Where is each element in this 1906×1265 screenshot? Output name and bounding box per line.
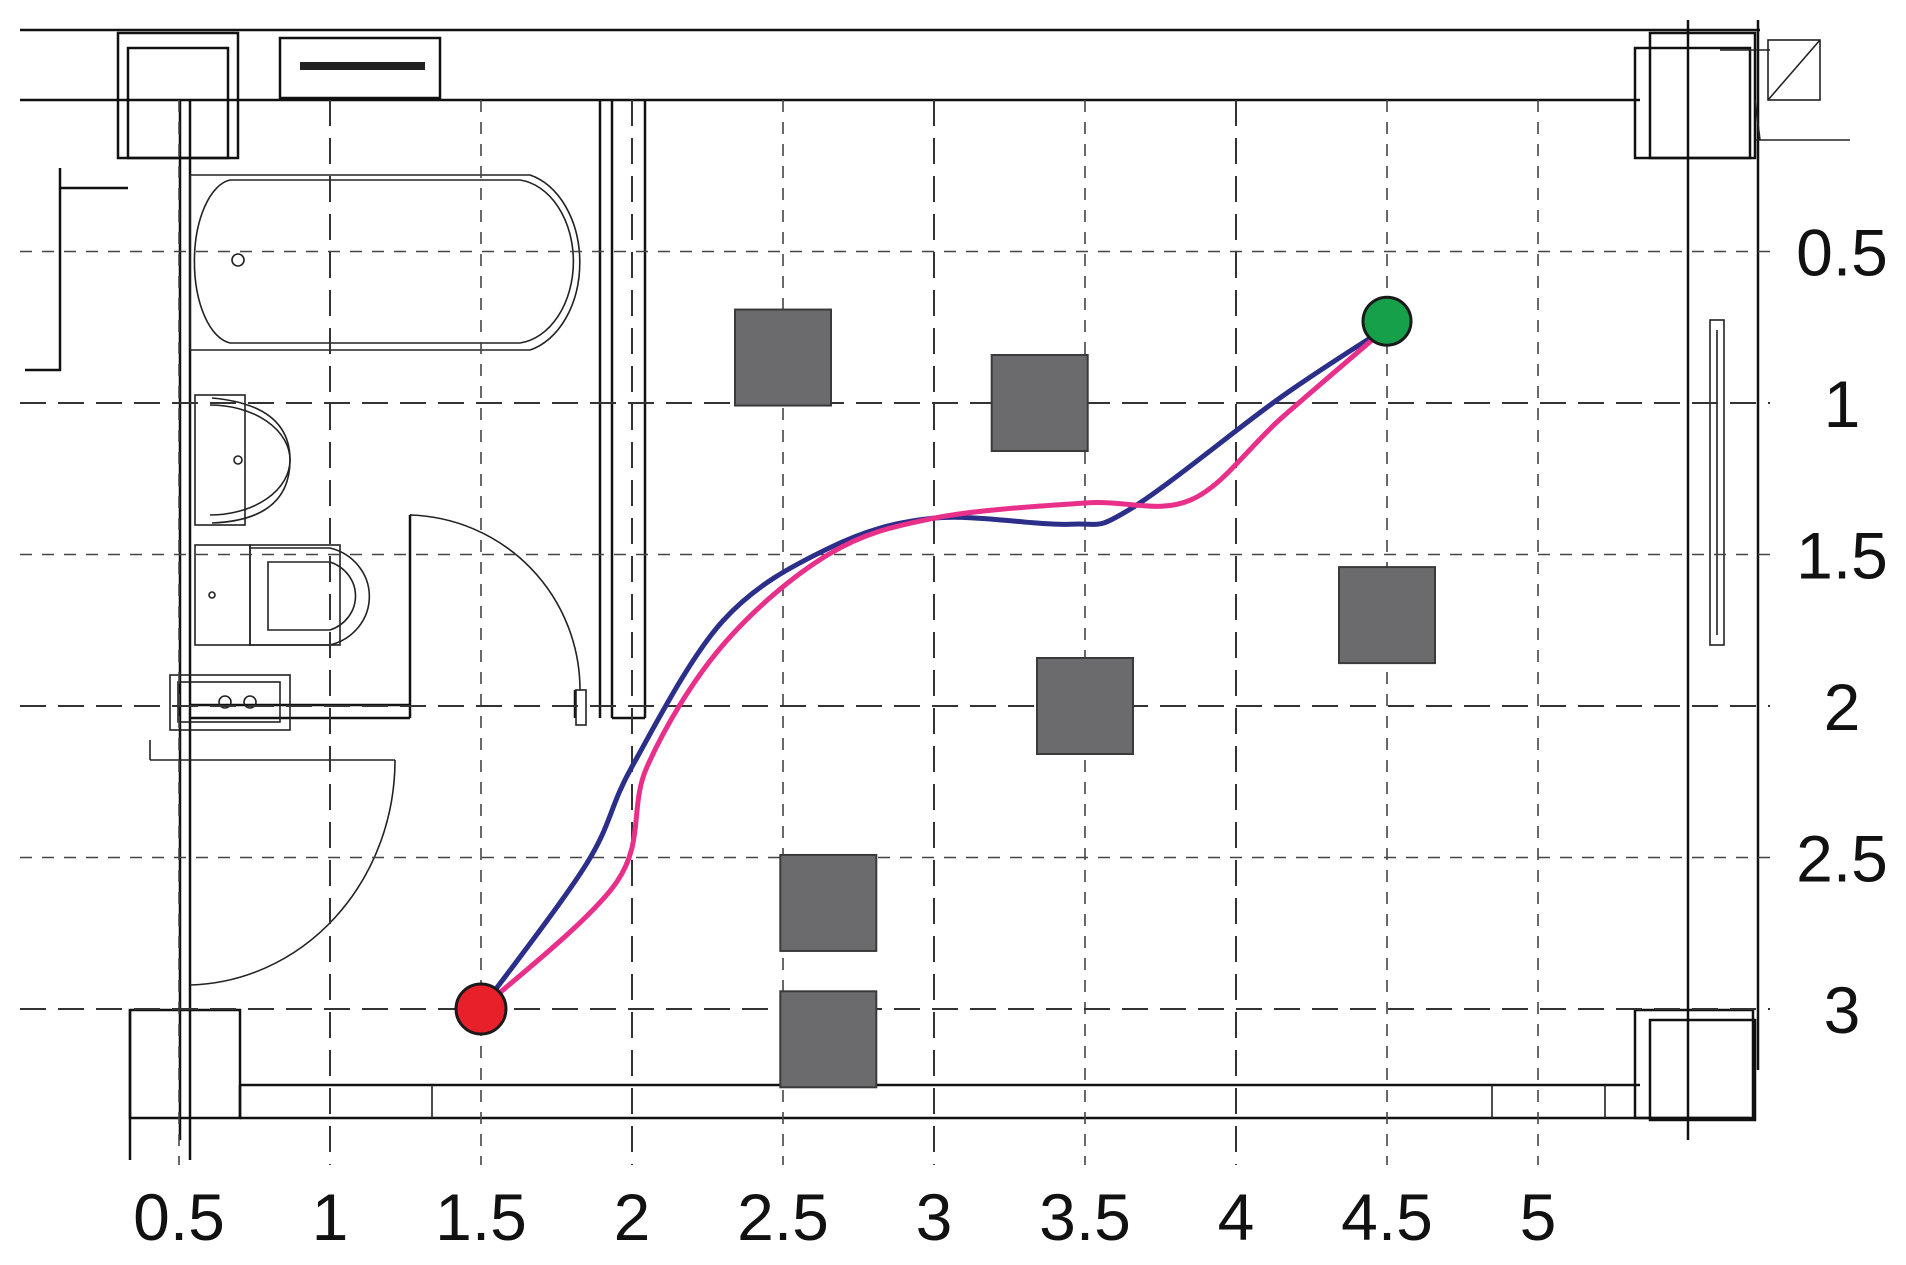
obstacle-block	[779, 990, 878, 1089]
y-tick-label: 1	[1824, 367, 1861, 441]
obstacle-block	[779, 853, 878, 952]
x-tick-label: 2.5	[737, 1180, 829, 1254]
floor-plan-walls	[20, 20, 1850, 1160]
y-tick-label: 3	[1824, 973, 1861, 1047]
obstacle-block	[734, 308, 832, 407]
x-tick-label: 3.5	[1039, 1180, 1131, 1254]
x-tick-label: 4	[1218, 1180, 1255, 1254]
start-point-marker	[454, 982, 508, 1036]
x-tick-label: 3	[916, 1180, 953, 1254]
trajectory-pink	[478, 324, 1390, 1012]
y-tick-label: 2	[1824, 670, 1861, 744]
goal-point-marker	[1361, 295, 1413, 347]
y-tick-label: 2.5	[1796, 822, 1888, 896]
x-tick-label: 1.5	[435, 1180, 527, 1254]
x-tick-label: 1	[312, 1180, 349, 1254]
y-axis-ticks: 0.5 1 1.5 2 2.5 3	[1796, 216, 1888, 1048]
trajectories	[478, 324, 1390, 1012]
obstacle-block	[1036, 657, 1134, 755]
obstacles	[734, 308, 1436, 1089]
x-axis-ticks: 0.5 1 1.5 2 2.5 3 3.5 4 4.5 5	[133, 1180, 1556, 1254]
obstacle-block	[990, 354, 1089, 452]
x-tick-label: 4.5	[1341, 1180, 1433, 1254]
y-tick-label: 1.5	[1796, 519, 1888, 593]
x-tick-label: 0.5	[133, 1180, 225, 1254]
obstacle-block	[1338, 566, 1436, 665]
x-tick-label: 5	[1520, 1180, 1557, 1254]
grid-lines	[20, 100, 1770, 1165]
trajectory-blue	[478, 324, 1390, 1012]
x-tick-label: 2	[614, 1180, 651, 1254]
y-tick-label: 0.5	[1796, 216, 1888, 290]
endpoints	[454, 295, 1413, 1036]
